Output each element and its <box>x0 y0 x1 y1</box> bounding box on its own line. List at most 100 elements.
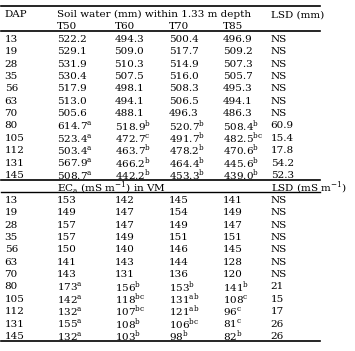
Text: 145: 145 <box>5 332 24 341</box>
Text: NS: NS <box>271 270 287 279</box>
Text: 453.3$^{\mathregular{b}}$: 453.3$^{\mathregular{b}}$ <box>169 168 205 183</box>
Text: 149: 149 <box>169 220 189 230</box>
Text: 15: 15 <box>271 295 284 304</box>
Text: 488.1: 488.1 <box>115 109 144 118</box>
Text: 52.3: 52.3 <box>271 171 294 180</box>
Text: T70: T70 <box>169 22 189 32</box>
Text: 35: 35 <box>5 72 18 81</box>
Text: 494.1: 494.1 <box>223 97 253 106</box>
Text: 507.3: 507.3 <box>223 60 253 68</box>
Text: 506.5: 506.5 <box>169 97 198 106</box>
Text: 494.1: 494.1 <box>115 97 144 106</box>
Text: 142$^{\mathregular{a}}$: 142$^{\mathregular{a}}$ <box>57 293 83 306</box>
Text: 80: 80 <box>5 121 18 131</box>
Text: 495.3: 495.3 <box>223 84 253 93</box>
Text: T60: T60 <box>115 22 135 32</box>
Text: 154: 154 <box>169 208 189 217</box>
Text: 518.9$^{\mathregular{b}}$: 518.9$^{\mathregular{b}}$ <box>115 118 151 134</box>
Text: 105: 105 <box>5 295 24 304</box>
Text: 26: 26 <box>271 332 284 341</box>
Text: 141: 141 <box>223 196 243 205</box>
Text: 108$^{\mathregular{c}}$: 108$^{\mathregular{c}}$ <box>223 293 248 306</box>
Text: 466.2$^{\mathregular{b}}$: 466.2$^{\mathregular{b}}$ <box>115 155 150 171</box>
Text: 108$^{\mathregular{b}}$: 108$^{\mathregular{b}}$ <box>115 316 141 332</box>
Text: 513.0: 513.0 <box>57 97 87 106</box>
Text: 112: 112 <box>5 146 24 155</box>
Text: 82$^{\mathregular{b}}$: 82$^{\mathregular{b}}$ <box>223 329 242 344</box>
Text: 530.4: 530.4 <box>57 72 87 81</box>
Text: EC$_{\mathregular{a}}$ (mS m$^{\mathregular{-1}}$) in VM: EC$_{\mathregular{a}}$ (mS m$^{\mathregu… <box>57 179 166 196</box>
Text: NS: NS <box>271 258 287 267</box>
Text: 531.9: 531.9 <box>57 60 87 68</box>
Text: 147: 147 <box>115 220 135 230</box>
Text: 439.0$^{\mathregular{b}}$: 439.0$^{\mathregular{b}}$ <box>223 168 259 183</box>
Text: 498.1: 498.1 <box>115 84 144 93</box>
Text: 155$^{\mathregular{a}}$: 155$^{\mathregular{a}}$ <box>57 318 83 330</box>
Text: 478.2$^{\mathregular{b}}$: 478.2$^{\mathregular{b}}$ <box>169 143 204 158</box>
Text: 150: 150 <box>57 245 77 254</box>
Text: 149: 149 <box>115 233 135 242</box>
Text: 131: 131 <box>115 270 135 279</box>
Text: 507.5: 507.5 <box>115 72 144 81</box>
Text: 517.9: 517.9 <box>57 84 87 93</box>
Text: 106$^{\mathregular{bc}}$: 106$^{\mathregular{bc}}$ <box>169 316 199 332</box>
Text: 35: 35 <box>5 233 18 242</box>
Text: 463.7$^{\mathregular{b}}$: 463.7$^{\mathregular{b}}$ <box>115 143 151 158</box>
Text: 157: 157 <box>57 233 77 242</box>
Text: 141: 141 <box>57 258 77 267</box>
Text: 103$^{\mathregular{b}}$: 103$^{\mathregular{b}}$ <box>115 329 141 344</box>
Text: NS: NS <box>271 208 287 217</box>
Text: 153: 153 <box>57 196 77 205</box>
Text: 80: 80 <box>5 283 18 291</box>
Text: 516.0: 516.0 <box>169 72 198 81</box>
Text: 28: 28 <box>5 60 18 68</box>
Text: 26: 26 <box>271 319 284 329</box>
Text: 17: 17 <box>271 307 284 316</box>
Text: 157: 157 <box>57 220 77 230</box>
Text: 509.2: 509.2 <box>223 47 253 56</box>
Text: 98$^{\mathregular{b}}$: 98$^{\mathregular{b}}$ <box>169 329 188 344</box>
Text: 140: 140 <box>115 245 135 254</box>
Text: 63: 63 <box>5 97 18 106</box>
Text: 112: 112 <box>5 307 24 316</box>
Text: 517.7: 517.7 <box>169 47 198 56</box>
Text: 13: 13 <box>5 35 18 44</box>
Text: 136: 136 <box>169 270 189 279</box>
Text: 143: 143 <box>115 258 135 267</box>
Text: 445.6$^{\mathregular{b}}$: 445.6$^{\mathregular{b}}$ <box>223 155 259 171</box>
Text: 508.7$^{\mathregular{a}}$: 508.7$^{\mathregular{a}}$ <box>57 169 93 182</box>
Text: 145: 145 <box>169 196 189 205</box>
Text: 496.9: 496.9 <box>223 35 253 44</box>
Text: 142: 142 <box>115 196 135 205</box>
Text: 505.6: 505.6 <box>57 109 87 118</box>
Text: 503.4$^{\mathregular{a}}$: 503.4$^{\mathregular{a}}$ <box>57 144 93 157</box>
Text: 13: 13 <box>5 196 18 205</box>
Text: 81$^{\mathregular{c}}$: 81$^{\mathregular{c}}$ <box>223 318 242 330</box>
Text: 508.3: 508.3 <box>169 84 198 93</box>
Text: 144: 144 <box>169 258 189 267</box>
Text: 614.7$^{\mathregular{a}}$: 614.7$^{\mathregular{a}}$ <box>57 120 93 132</box>
Text: LSD (mm): LSD (mm) <box>271 10 324 19</box>
Text: 472.7$^{\mathregular{c}}$: 472.7$^{\mathregular{c}}$ <box>115 132 150 145</box>
Text: 567.9$^{\mathregular{a}}$: 567.9$^{\mathregular{a}}$ <box>57 157 93 170</box>
Text: 153$^{\mathregular{b}}$: 153$^{\mathregular{b}}$ <box>169 279 195 294</box>
Text: 151: 151 <box>223 233 243 242</box>
Text: 21: 21 <box>271 283 284 291</box>
Text: 145: 145 <box>5 171 24 180</box>
Text: 147: 147 <box>223 220 243 230</box>
Text: 15.4: 15.4 <box>271 134 294 143</box>
Text: 496.3: 496.3 <box>169 109 198 118</box>
Text: 120: 120 <box>223 270 243 279</box>
Text: 470.6$^{\mathregular{b}}$: 470.6$^{\mathregular{b}}$ <box>223 143 259 158</box>
Text: 494.3: 494.3 <box>115 35 144 44</box>
Text: 96$^{\mathregular{c}}$: 96$^{\mathregular{c}}$ <box>223 305 242 318</box>
Text: 56: 56 <box>5 245 18 254</box>
Text: T50: T50 <box>57 22 77 32</box>
Text: 107$^{\mathregular{bc}}$: 107$^{\mathregular{bc}}$ <box>115 304 145 319</box>
Text: NS: NS <box>271 97 287 106</box>
Text: 60.9: 60.9 <box>271 121 294 131</box>
Text: 121$^{\mathregular{ab}}$: 121$^{\mathregular{ab}}$ <box>169 304 199 319</box>
Text: NS: NS <box>271 35 287 44</box>
Text: 54.2: 54.2 <box>271 159 294 168</box>
Text: 520.7$^{\mathregular{b}}$: 520.7$^{\mathregular{b}}$ <box>169 118 205 134</box>
